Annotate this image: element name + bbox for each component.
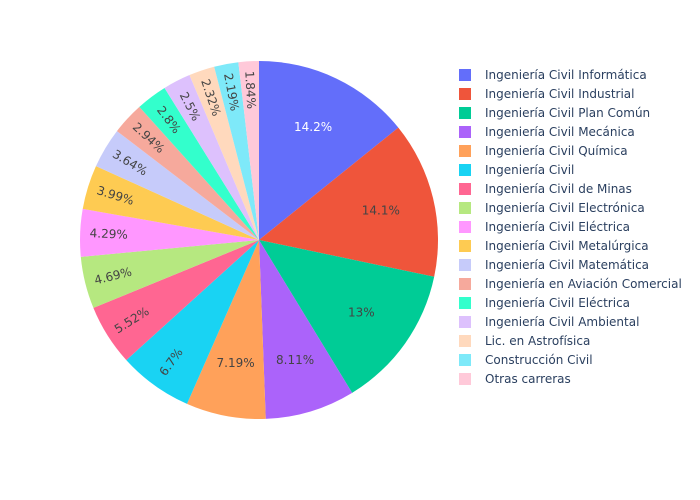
slice-percent-label: 4.29% <box>89 226 128 242</box>
pie-slice[interactable] <box>139 87 259 240</box>
pie-slice[interactable] <box>259 61 399 240</box>
legend-item[interactable]: Construcción Civil <box>459 353 593 367</box>
legend-label: Ingeniería Civil Electrónica <box>485 201 645 215</box>
legend-label: Ingeniería Civil Eléctrica <box>485 220 630 234</box>
slice-percent-label: 14.2% <box>294 120 332 134</box>
legend-label: Lic. en Astrofísica <box>485 334 590 348</box>
legend-swatch <box>459 259 471 271</box>
legend-label: Ingeniería Civil Industrial <box>485 87 634 101</box>
legend-item[interactable]: Ingeniería Civil de Minas <box>459 182 632 196</box>
legend-swatch <box>459 145 471 157</box>
pie-slices <box>79 61 438 419</box>
legend-label: Ingeniería Civil Mecánica <box>485 125 635 139</box>
pie-slice[interactable] <box>259 240 435 393</box>
pie-slice[interactable] <box>259 240 353 419</box>
legend-item[interactable]: Ingeniería Civil Ambiental <box>459 315 639 329</box>
pie-slice[interactable] <box>82 166 259 240</box>
pie-slice[interactable] <box>189 66 259 240</box>
legend-swatch <box>459 335 471 347</box>
legend-item[interactable]: Ingeniería Civil Matemática <box>459 258 649 272</box>
legend-item[interactable]: Ingeniería Civil Industrial <box>459 87 634 101</box>
legend-swatch <box>459 373 471 385</box>
legend-item[interactable]: Ingeniería Civil Química <box>459 144 628 158</box>
legend-item[interactable]: Ingeniería Civil Informática <box>459 68 647 82</box>
legend-item[interactable]: Ingeniería Civil Eléctrica <box>459 296 630 310</box>
pie-slice[interactable] <box>186 240 266 419</box>
legend-label: Ingeniería Civil Plan Común <box>485 106 650 120</box>
pie-slice[interactable] <box>93 240 259 361</box>
pie-slice[interactable] <box>214 62 259 241</box>
legend-label: Otras carreras <box>485 372 571 386</box>
legend-label: Ingeniería Civil Informática <box>485 68 647 82</box>
legend-item[interactable]: Otras carreras <box>459 372 571 386</box>
pie-slice[interactable] <box>164 75 259 240</box>
legend-label: Ingeniería Civil de Minas <box>485 182 632 196</box>
legend-item[interactable]: Ingeniería Civil <box>459 163 574 177</box>
legend-swatch <box>459 126 471 138</box>
pie-slice[interactable] <box>80 240 259 308</box>
legend-item[interactable]: Lic. en Astrofísica <box>459 334 590 348</box>
slice-percent-label: 13% <box>348 305 375 319</box>
pie-slice[interactable] <box>79 208 259 257</box>
legend-item[interactable]: Ingeniería Civil Metalúrgica <box>459 239 649 253</box>
legend-swatch <box>459 69 471 81</box>
pie-slice[interactable] <box>259 127 438 277</box>
slice-percent-label: 2.19% <box>221 72 242 112</box>
legend-swatch <box>459 354 471 366</box>
legend-swatch <box>459 278 471 290</box>
legend-item[interactable]: Ingeniería Civil Mecánica <box>459 125 635 139</box>
legend-label: Ingeniería en Aviación Comercial <box>485 277 682 291</box>
slice-percent-label: 7.19% <box>217 356 255 370</box>
legend-label: Ingeniería Civil Eléctrica <box>485 296 630 310</box>
legend-swatch <box>459 88 471 100</box>
legend-swatch <box>459 221 471 233</box>
slice-percent-label: 14.1% <box>362 204 400 218</box>
legend-item[interactable]: Ingeniería Civil Eléctrica <box>459 220 630 234</box>
pie-slice[interactable] <box>95 131 259 240</box>
legend-label: Ingeniería Civil Ambiental <box>485 315 639 329</box>
legend-label: Ingeniería Civil Matemática <box>485 258 649 272</box>
legend-swatch <box>459 183 471 195</box>
legend-label: Ingeniería Civil Metalúrgica <box>485 239 649 253</box>
legend-item[interactable]: Ingeniería Civil Electrónica <box>459 201 645 215</box>
legend-swatch <box>459 107 471 119</box>
legend-item[interactable]: Ingeniería Civil Plan Común <box>459 106 650 120</box>
pie-slice[interactable] <box>238 61 259 240</box>
pie-slice[interactable] <box>116 106 260 240</box>
slice-percent-label: 1.84% <box>242 70 258 109</box>
legend-item[interactable]: Ingeniería en Aviación Comercial <box>459 277 682 291</box>
legend-label: Construcción Civil <box>485 353 593 367</box>
legend-swatch <box>459 297 471 309</box>
legend-swatch <box>459 316 471 328</box>
legend-label: Ingeniería Civil <box>485 163 574 177</box>
legend: Ingeniería Civil Informática Ingeniería C… <box>459 68 682 386</box>
pie-slice[interactable] <box>126 240 260 404</box>
legend-swatch <box>459 240 471 252</box>
legend-swatch <box>459 202 471 214</box>
legend-label: Ingeniería Civil Química <box>485 144 628 158</box>
legend-swatch <box>459 164 471 176</box>
slice-percent-label: 8.11% <box>276 353 314 367</box>
